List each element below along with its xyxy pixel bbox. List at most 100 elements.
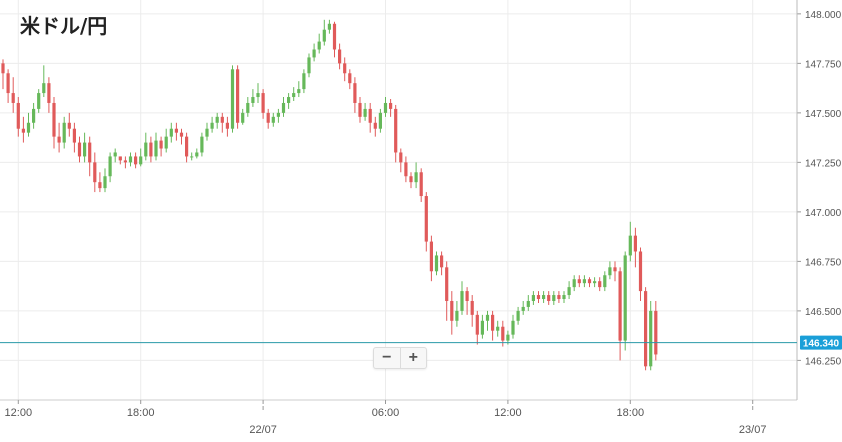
- zoom-in-button[interactable]: +: [408, 349, 418, 366]
- candle-body: [368, 108, 372, 123]
- candle-body: [21, 128, 25, 133]
- candle-body: [281, 102, 286, 113]
- candle-body: [450, 300, 454, 321]
- candle-body: [185, 136, 189, 157]
- candle-body: [256, 93, 260, 98]
- candle-body: [603, 275, 607, 288]
- candle-body: [83, 142, 87, 157]
- zoom-out-button[interactable]: −: [374, 348, 401, 368]
- candle-body: [88, 142, 92, 163]
- candle-body: [557, 295, 561, 300]
- candle-body: [62, 122, 66, 143]
- candle-body: [399, 152, 403, 163]
- candle-body: [246, 102, 250, 113]
- candle-body: [353, 83, 357, 103]
- candle-body: [475, 314, 479, 335]
- candle-body: [567, 287, 571, 296]
- y-axis: 148.000 147.750 147.500 147.250 147.000 146.7…: [796, 0, 842, 400]
- candle-body: [613, 267, 617, 272]
- chart-title: 米ドル/円: [20, 14, 108, 38]
- candle-body: [159, 140, 163, 149]
- candle-body: [52, 102, 56, 137]
- candle-body: [506, 334, 510, 341]
- candle-body: [225, 122, 229, 129]
- candle-body: [128, 156, 133, 163]
- candle-body: [383, 102, 388, 113]
- candle-body: [118, 156, 122, 161]
- candle-body: [215, 116, 219, 123]
- candle-body: [654, 310, 658, 355]
- candle-body: [195, 152, 199, 157]
- candle-body: [496, 326, 500, 331]
- candle-body: [169, 128, 173, 137]
- candle-body: [174, 128, 178, 133]
- candle-body: [516, 310, 520, 321]
- y-tick-label: 147.250: [805, 158, 842, 169]
- candle-body: [348, 73, 352, 84]
- candle-body: [11, 93, 15, 103]
- candle-body: [332, 23, 337, 50]
- candle-body: [577, 279, 581, 284]
- candle-body: [414, 172, 418, 183]
- candle-body: [266, 112, 270, 123]
- candle-body: [434, 255, 439, 272]
- candle-body: [608, 267, 612, 276]
- candle-body: [419, 172, 423, 197]
- candle-body: [164, 136, 168, 149]
- candle-body: [633, 235, 637, 252]
- candle-body: [297, 89, 301, 94]
- candle-body: [108, 156, 112, 177]
- candle-body: [123, 160, 127, 163]
- candle-body: [241, 112, 245, 123]
- x-axis: 12:00 18:00 22/07 06:00 12:00 18:00 23/07: [0, 399, 797, 436]
- candle-body: [67, 122, 71, 129]
- candle-body: [200, 136, 204, 153]
- candle-body: [628, 235, 632, 256]
- candle-body: [343, 63, 347, 74]
- candle-body: [531, 295, 535, 301]
- candle-body: [358, 102, 362, 117]
- candle-body: [593, 281, 597, 284]
- candle-body: [521, 306, 525, 311]
- candle-body: [491, 314, 495, 331]
- candle-body: [37, 93, 41, 109]
- candle-body: [409, 176, 413, 183]
- candle-body: [572, 279, 576, 288]
- candle-body: [338, 49, 342, 64]
- candle-body: [220, 116, 224, 123]
- candle-body: [154, 140, 158, 157]
- candle-body: [113, 152, 117, 157]
- candle-body: [210, 122, 214, 129]
- candle-body: [16, 102, 20, 129]
- candle-body: [205, 128, 209, 137]
- candle-body: [57, 136, 61, 143]
- x-day-label: 23/07: [739, 424, 767, 436]
- candle-body: [470, 300, 474, 315]
- candle-body: [440, 255, 444, 268]
- price-label: 146.340: [803, 339, 840, 350]
- candle-body: [480, 320, 484, 335]
- candle-body: [32, 108, 36, 123]
- candle-body: [429, 241, 433, 272]
- candle-body: [26, 122, 31, 133]
- candle-body: [582, 279, 586, 284]
- candle-body: [276, 112, 280, 117]
- candle-body: [598, 281, 602, 288]
- candle-body: [42, 83, 46, 94]
- candle-body: [307, 57, 311, 74]
- candle-body: [47, 83, 51, 103]
- y-tick-label: 146.500: [805, 307, 842, 318]
- candle-body: [562, 295, 566, 300]
- candle-body: [623, 255, 627, 341]
- candlestick-series: [1, 19, 658, 371]
- x-tick-label: 06:00: [372, 407, 400, 419]
- current-price-line: 146.340: [0, 335, 842, 350]
- candle-body: [312, 49, 316, 58]
- zoom-controls: − +: [373, 347, 427, 369]
- candle-body: [292, 93, 296, 98]
- candle-body: [322, 29, 326, 42]
- candle-body: [511, 320, 515, 335]
- candle-body: [649, 310, 653, 367]
- y-tick-label: 147.500: [805, 109, 842, 120]
